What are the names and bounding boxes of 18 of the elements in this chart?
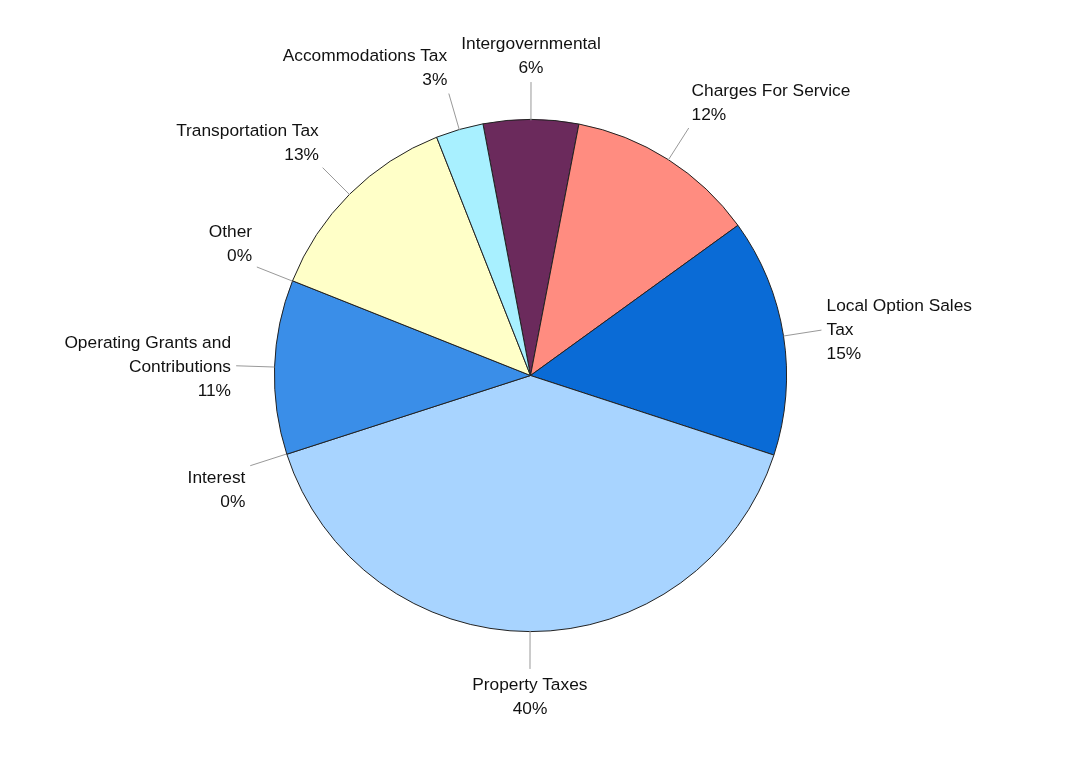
data-label: 11%	[197, 379, 232, 400]
category-label: Other	[208, 221, 253, 242]
category-label: Interest	[187, 467, 246, 488]
data-label: 15%	[826, 343, 862, 364]
text: 0%	[220, 491, 246, 512]
data-label: 6%	[518, 56, 544, 77]
data-label: 3%	[422, 68, 448, 89]
slice-label: Transportation Tax	[176, 120, 320, 141]
slice-label: Operating Grants and Contributions	[64, 331, 232, 376]
slice-label: Charges For Service	[691, 79, 851, 100]
data-label: 40%	[512, 698, 548, 719]
data-label: 12%	[691, 103, 727, 124]
slice-label: Intergovernmental	[461, 32, 601, 53]
slice-label: Local Option Sales Tax	[826, 295, 973, 340]
data-label: 13%	[284, 144, 319, 165]
text: 0%	[227, 245, 253, 266]
slice-label: Property Taxes	[472, 674, 588, 695]
slice-label: Accommodations Tax	[282, 44, 448, 65]
